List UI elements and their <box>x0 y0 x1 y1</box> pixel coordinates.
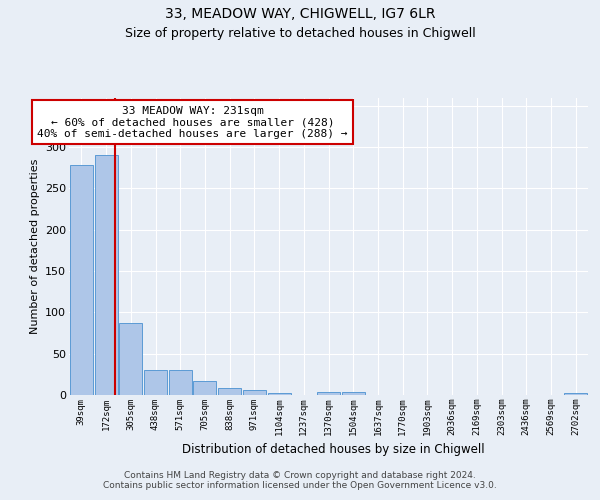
Bar <box>317 392 340 395</box>
Text: Distribution of detached houses by size in Chigwell: Distribution of detached houses by size … <box>182 442 484 456</box>
Bar <box>169 370 192 395</box>
Bar <box>95 156 118 395</box>
Bar <box>342 392 365 395</box>
Text: 33, MEADOW WAY, CHIGWELL, IG7 6LR: 33, MEADOW WAY, CHIGWELL, IG7 6LR <box>165 8 435 22</box>
Text: Size of property relative to detached houses in Chigwell: Size of property relative to detached ho… <box>125 28 475 40</box>
Bar <box>144 370 167 395</box>
Text: Contains HM Land Registry data © Crown copyright and database right 2024.
Contai: Contains HM Land Registry data © Crown c… <box>103 470 497 490</box>
Bar <box>70 166 93 395</box>
Text: 33 MEADOW WAY: 231sqm
← 60% of detached houses are smaller (428)
40% of semi-det: 33 MEADOW WAY: 231sqm ← 60% of detached … <box>37 106 348 139</box>
Bar <box>119 323 142 395</box>
Bar <box>218 388 241 395</box>
Bar <box>268 394 290 395</box>
Bar <box>243 390 266 395</box>
Bar <box>193 381 217 395</box>
Bar <box>564 392 587 395</box>
Y-axis label: Number of detached properties: Number of detached properties <box>29 158 40 334</box>
